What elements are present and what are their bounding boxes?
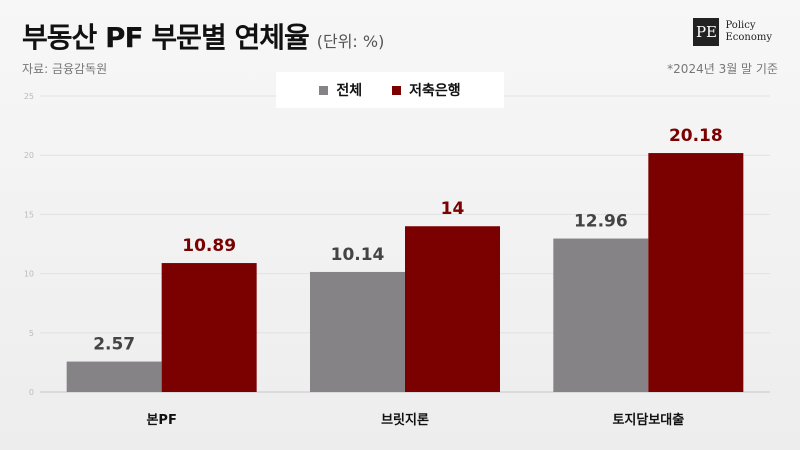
data-label: 12.96 xyxy=(574,212,628,232)
logo-mark: PE xyxy=(693,18,720,46)
policy-economy-logo: PE Policy Economy xyxy=(693,18,772,46)
y-tick-label: 10 xyxy=(24,270,34,279)
data-label: 20.18 xyxy=(669,126,723,146)
logo-line-1: Policy xyxy=(725,20,756,31)
y-tick-label: 20 xyxy=(24,151,34,160)
legend: 전체 저축은행 xyxy=(276,72,504,108)
chart-title: 부동산 PF 부문별 연체율 xyxy=(22,21,310,54)
bar xyxy=(405,226,500,392)
legend-item-total: 전체 xyxy=(319,80,362,100)
legend-item-bank: 저축은행 xyxy=(392,80,461,100)
source-note: 자료: 금융감독원 xyxy=(22,62,108,76)
data-label: 10.14 xyxy=(331,245,385,265)
y-tick-label: 0 xyxy=(29,388,34,397)
legend-label-total: 전체 xyxy=(336,83,363,99)
legend-label-bank: 저축은행 xyxy=(409,83,461,99)
x-tick-label: 본PF xyxy=(146,413,176,428)
x-tick-label: 브릿지론 xyxy=(381,413,429,428)
logo-line-2: Economy xyxy=(725,32,772,43)
bar xyxy=(310,271,405,392)
legend-swatch-total xyxy=(319,85,329,95)
bar xyxy=(66,361,162,392)
legend-swatch-bank xyxy=(392,85,402,95)
bar xyxy=(553,238,649,392)
bar xyxy=(648,153,744,392)
data-label: 14 xyxy=(441,199,465,219)
date-note: *2024년 3월 말 기준 xyxy=(667,62,778,76)
data-label: 10.89 xyxy=(182,236,236,256)
y-tick-label: 25 xyxy=(24,92,34,101)
unit-label: (단위: %) xyxy=(316,32,385,51)
y-tick-label: 15 xyxy=(24,210,34,219)
bar xyxy=(161,263,257,392)
x-tick-label: 토지담보대출 xyxy=(612,412,684,428)
data-label: 2.57 xyxy=(93,335,135,355)
y-tick-label: 5 xyxy=(29,329,34,338)
title-row: 부동산 PF 부문별 연체율 (단위: %) xyxy=(22,16,384,56)
logo-text: Policy Economy xyxy=(725,20,772,44)
